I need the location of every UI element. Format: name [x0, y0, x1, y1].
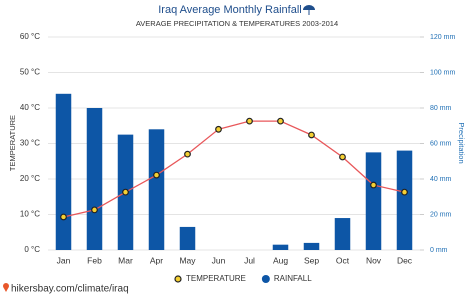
x-tick-label: Mar	[118, 255, 133, 265]
chart-subtitle: AVERAGE PRECIPITATION & TEMPERATURES 200…	[136, 19, 338, 28]
legend-label: TEMPERATURE	[186, 274, 246, 283]
y-tick-label: 60 °C	[20, 32, 40, 41]
y-tick-label: 0 °C	[24, 245, 40, 254]
x-tick-label: Jun	[212, 255, 226, 265]
point	[184, 150, 191, 158]
point	[215, 125, 222, 133]
y2-tick-label: 100 mm	[430, 69, 455, 76]
point	[308, 131, 315, 139]
x-tick-label: Aug	[273, 255, 288, 265]
y-tick-label: 50 °C	[20, 68, 40, 77]
y2-tick-label: 40 mm	[430, 176, 452, 183]
x-tick-label: Jan	[57, 255, 71, 265]
y-axis-title: TEMPERATURE	[8, 115, 17, 171]
x-tick-label: Dec	[397, 255, 413, 265]
bar	[303, 242, 320, 250]
line	[63, 120, 405, 218]
x-tick-label: May	[179, 255, 196, 265]
legend-label: RAINFALL	[274, 274, 312, 283]
bar	[55, 93, 72, 250]
bar	[179, 226, 196, 250]
point	[60, 213, 67, 221]
y2-tick-label: 60 mm	[430, 140, 452, 147]
x-tick-label: Oct	[336, 255, 350, 265]
y2-tick-label: 20 mm	[430, 211, 452, 218]
point	[401, 188, 408, 196]
umbrella-icon	[303, 5, 315, 15]
y2-tick-label: 0 mm	[430, 247, 448, 254]
point	[246, 117, 253, 125]
bar	[272, 244, 289, 250]
x-tick-label: Nov	[366, 255, 382, 265]
bar	[334, 218, 351, 250]
point	[122, 188, 129, 196]
y-tick-label: 30 °C	[20, 139, 40, 148]
point	[153, 171, 160, 179]
legend-marker	[261, 275, 270, 283]
x-tick-label: Sep	[304, 255, 319, 265]
pin-icon	[3, 283, 9, 292]
y2-tick-label: 120 mm	[430, 34, 455, 41]
bar	[148, 129, 165, 250]
x-tick-label: Apr	[150, 255, 163, 265]
legend-marker	[174, 275, 182, 283]
y-tick-label: 10 °C	[20, 210, 40, 219]
y2-tick-label: 80 mm	[430, 105, 452, 112]
point	[277, 117, 284, 125]
x-tick-label: Feb	[87, 255, 102, 265]
point	[91, 206, 98, 214]
source: hikersbay.com/climate/iraq	[11, 284, 129, 295]
bar	[396, 150, 413, 250]
x-tick-label: Jul	[244, 255, 255, 265]
point	[370, 181, 377, 189]
y-tick-label: 40 °C	[20, 103, 40, 112]
y2-axis-title: Precipitation	[457, 122, 466, 163]
bar	[365, 152, 382, 250]
bar	[86, 108, 103, 250]
chart-title: Iraq Average Monthly Rainfall	[158, 4, 302, 16]
y-tick-label: 20 °C	[20, 174, 40, 183]
point	[339, 153, 346, 161]
